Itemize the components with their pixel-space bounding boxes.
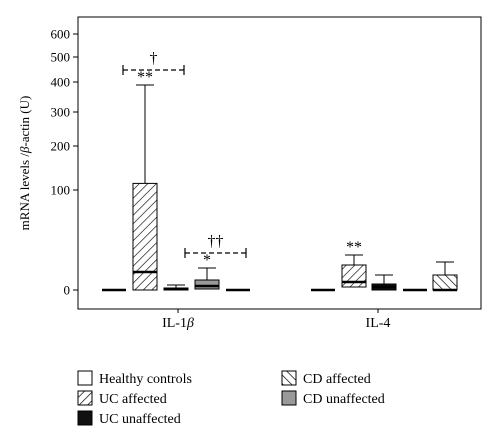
legend-swatch-0 bbox=[77, 370, 93, 386]
legend-label-1: CD affected bbox=[303, 372, 371, 387]
legend-item-0: Healthy controls bbox=[77, 370, 192, 387]
legend-swatch-4 bbox=[77, 410, 93, 426]
legend-label-2: UC affected bbox=[99, 392, 167, 407]
bracket-1-label: † bbox=[150, 50, 158, 67]
box-9 bbox=[432, 261, 458, 292]
legend-swatch-1 bbox=[281, 370, 297, 386]
box-9-body bbox=[432, 274, 458, 291]
annotation-4: ** bbox=[346, 239, 362, 256]
annotation-2: * bbox=[203, 252, 211, 269]
box-3-body bbox=[194, 279, 220, 290]
box-7 bbox=[371, 274, 397, 291]
x-tick-label-il4: IL-4 bbox=[366, 316, 391, 331]
y-tick-label-2: 200 bbox=[51, 139, 71, 154]
y-axis-ticks: 0 100 200 300 400 500 600 bbox=[51, 27, 78, 298]
legend-label-3: CD unaffected bbox=[303, 392, 385, 407]
legend-label-0: Healthy controls bbox=[99, 372, 192, 387]
box-1-body bbox=[132, 182, 158, 291]
y-tick-label-3: 300 bbox=[51, 105, 71, 120]
legend-item-1: CD affected bbox=[281, 370, 371, 387]
box-1 bbox=[132, 84, 158, 291]
annotations-layer: ** † * †† ** bbox=[122, 50, 362, 269]
bracket-3-label: †† bbox=[208, 233, 224, 250]
legend-swatch-2 bbox=[77, 390, 93, 406]
annotation-0: ** bbox=[137, 69, 153, 86]
plot-frame bbox=[77, 16, 482, 310]
legend-label-4: UC unaffected bbox=[99, 412, 181, 427]
y-tick-label-5: 500 bbox=[51, 50, 71, 65]
legend-item-2: UC affected bbox=[77, 390, 167, 407]
legend-item-3: CD unaffected bbox=[281, 390, 385, 407]
y-axis-label-part-2: -actin (U) bbox=[17, 96, 32, 147]
y-axis-label-part-1: mRNA levels / bbox=[17, 153, 32, 231]
box-3 bbox=[194, 267, 220, 290]
x-tick-label-il1b: IL-1β bbox=[162, 316, 194, 331]
y-tick-label-1: 100 bbox=[51, 183, 71, 198]
box-2 bbox=[163, 284, 189, 291]
boxes-layer bbox=[102, 84, 458, 292]
y-tick-label-0: 0 bbox=[64, 283, 71, 298]
legend: Healthy controls CD affected UC affected CD… bbox=[77, 370, 385, 427]
y-tick-label-6: 600 bbox=[51, 27, 71, 42]
box-6 bbox=[341, 254, 367, 288]
y-axis-label-greek: β bbox=[17, 146, 32, 154]
legend-swatch-3 bbox=[281, 390, 297, 406]
legend-item-4: UC unaffected bbox=[77, 410, 181, 427]
bracket-1: † bbox=[122, 50, 185, 75]
y-tick-label-4: 400 bbox=[51, 75, 71, 90]
y-axis-label: mRNA levels /β-actin (U) bbox=[17, 96, 32, 231]
box-6-body bbox=[341, 264, 367, 288]
bracket-3: †† bbox=[184, 233, 247, 258]
